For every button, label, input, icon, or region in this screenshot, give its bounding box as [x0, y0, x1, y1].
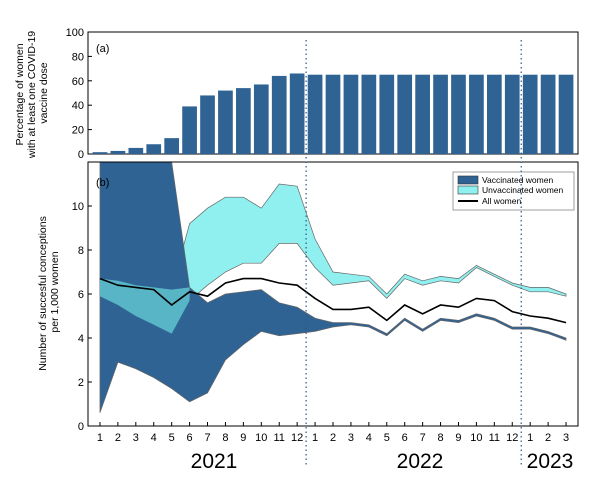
legend-label-unvaccinated: Unvaccinated women: [482, 185, 564, 195]
b-xtick-label: 3: [563, 432, 569, 444]
a-ytick-label: 20: [72, 125, 84, 137]
legend-swatch-unvaccinated: [457, 185, 479, 195]
bar-17: [379, 74, 395, 154]
bar-23: [486, 74, 502, 154]
bar-19: [415, 74, 430, 154]
bar-15: [343, 74, 359, 154]
bar-22: [469, 74, 484, 154]
bar-12: [289, 73, 305, 154]
b-xtick-label: 12: [506, 432, 518, 444]
bar-3: [128, 147, 144, 154]
b-xtick-label: 3: [348, 432, 354, 444]
panel-b-label: (b): [96, 177, 109, 189]
b-xtick-label: 9: [455, 432, 461, 444]
b-xtick-label: 11: [489, 432, 500, 444]
a-ytick-label: 100: [66, 27, 84, 39]
b-xtick-label: 7: [204, 432, 210, 444]
bar-7: [200, 95, 215, 154]
bar-1: [92, 152, 108, 154]
a-ytick-label: 80: [72, 51, 84, 63]
legend-label-vaccinated: Vaccinated women: [482, 175, 553, 185]
bar-4: [146, 144, 162, 154]
bar-18: [397, 74, 413, 154]
b-xtick-label: 1: [97, 432, 103, 444]
panel-a-label: (a): [96, 43, 109, 55]
b-xtick-label: 1: [312, 432, 318, 444]
bar-9: [236, 88, 251, 154]
bar-8: [218, 90, 233, 154]
b-xtick-label: 2: [330, 432, 336, 444]
b-xtick-label: 2: [545, 432, 551, 444]
year-label-2021: 2021: [191, 450, 238, 473]
b-ytick-label: 2: [78, 377, 84, 389]
b-xtick-label: 1: [527, 432, 533, 444]
bar-27: [558, 74, 574, 154]
b-xtick-label: 6: [402, 432, 408, 444]
b-ytick-label: 4: [78, 333, 84, 345]
bar-6: [182, 106, 197, 154]
bar-2: [110, 150, 126, 154]
bar-25: [522, 74, 538, 154]
b-xtick-label: 10: [470, 432, 482, 444]
b-xtick-label: 4: [151, 432, 157, 444]
b-ytick-label: 0: [78, 421, 84, 433]
band-unvaccinated: [99, 183, 567, 335]
bar-14: [325, 74, 341, 154]
b-xtick-label: 5: [384, 432, 390, 444]
bar-24: [504, 74, 520, 154]
b-xtick-label: 5: [169, 432, 175, 444]
b-xtick-label: 6: [187, 432, 193, 444]
year-label-2023: 2023: [527, 450, 574, 473]
b-ytick-label: 6: [78, 289, 84, 301]
bar-20: [433, 74, 448, 154]
b-xtick-label: 8: [222, 432, 228, 444]
b-xtick-label: 8: [437, 432, 443, 444]
b-xtick-label: 2: [115, 432, 121, 444]
b-ytick-label: 10: [72, 201, 84, 213]
panel-a-ylabel: Percentage of women with at least one CO…: [14, 28, 50, 159]
a-ytick-label: 40: [72, 100, 84, 112]
bar-16: [361, 74, 377, 154]
bar-21: [451, 74, 466, 154]
legend-label-all: All women: [482, 196, 521, 206]
b-xtick-label: 12: [291, 432, 303, 444]
panel-b-ylabel: Number of succesful conceptions per 1,00…: [37, 213, 61, 371]
b-xtick-label: 10: [255, 432, 267, 444]
year-label-2022: 2022: [397, 450, 444, 473]
b-xtick-label: 3: [133, 432, 139, 444]
a-ytick-label: 0: [78, 149, 84, 161]
b-xtick-label: 9: [240, 432, 246, 444]
bar-26: [540, 74, 556, 154]
bar-11: [271, 75, 287, 154]
b-xtick-label: 4: [366, 432, 372, 444]
legend: Vaccinated women Unvaccinated women All …: [452, 171, 575, 211]
b-xtick-label: 7: [420, 432, 426, 444]
line-all-women: [99, 277, 567, 324]
bar-10: [253, 84, 269, 154]
a-ytick-label: 60: [72, 76, 84, 88]
legend-swatch-vaccinated: [457, 175, 479, 185]
b-xtick-label: 11: [274, 432, 285, 444]
band-vaccinated: [99, 162, 567, 413]
bar-13: [307, 74, 323, 154]
b-ytick-label: 8: [78, 245, 84, 257]
band-overlap: [99, 278, 190, 334]
bar-5: [164, 138, 180, 154]
panel-a-vaccine-uptake-chart: (a) 0 20 40 60 80 100 Percentage of women wit…: [14, 27, 579, 161]
